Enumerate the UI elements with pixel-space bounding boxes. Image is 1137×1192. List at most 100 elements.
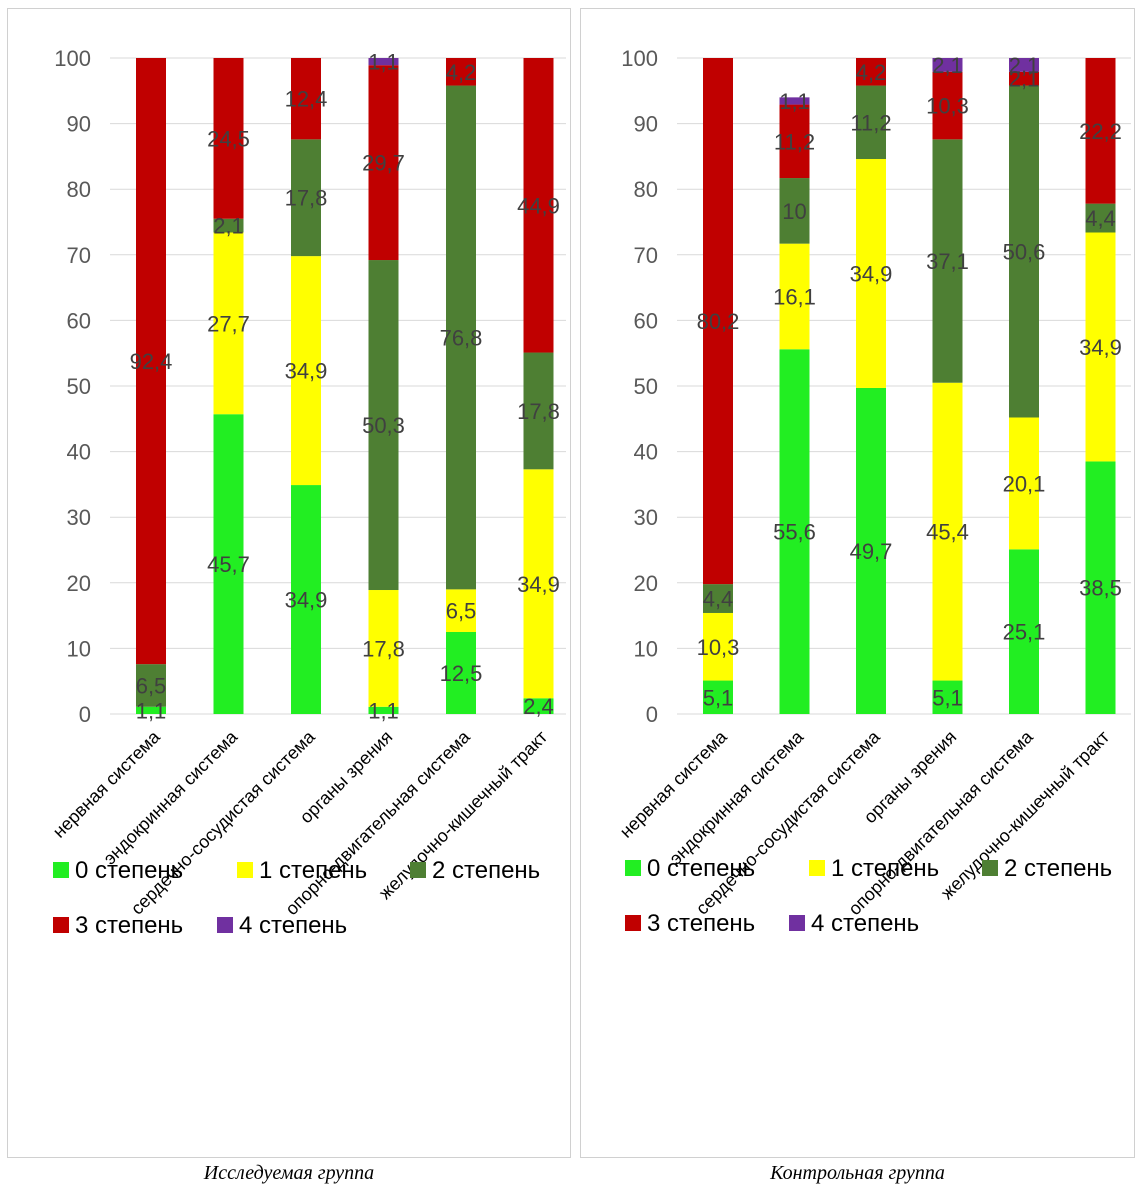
control-data-label-cardio-grade2: 11,2 — [850, 110, 891, 135]
study-data-label-cardio-grade2: 17,8 — [285, 186, 328, 211]
study-data-label-gi-grade1: 34,9 — [517, 572, 560, 597]
control-bar-nervous-grade0 — [703, 680, 733, 714]
study-data-label-musculo-grade1: 6,5 — [446, 599, 477, 624]
control-y-tick-100: 100 — [621, 46, 658, 71]
study-bar-endocrine-grade0 — [213, 414, 244, 714]
study-data-label-endocrine-grade0: 45,7 — [207, 552, 250, 577]
control-bar-gi-grade1 — [1085, 232, 1116, 462]
study-legend-swatch-grade4 — [217, 917, 233, 933]
control-y-tick-70: 70 — [634, 243, 658, 268]
control-legend-label-grade1: 1 степень — [831, 855, 939, 882]
control-data-label-musculo-grade1: 20,1 — [1003, 471, 1046, 496]
chart-panel-study-group: 0 10 20 30 40 50 60 70 80 90 100 1,1 6,5 92,4 45,7 27,7… — [7, 8, 571, 1158]
control-legend-swatch-grade3 — [625, 915, 641, 931]
control-y-tick-0: 0 — [646, 702, 658, 727]
control-data-label-cardio-grade1: 34,9 — [850, 261, 893, 286]
study-y-tick-60: 60 — [67, 308, 91, 333]
control-bar-nervous-grade2 — [703, 584, 733, 613]
study-data-label-cardio-grade3: 12,4 — [285, 87, 328, 112]
control-x-tick-endocrine: эндокринная система — [665, 726, 808, 869]
stacked-bar-chart-control-group: 0 10 20 30 40 50 60 70 80 90 100 5,1 10,3 4,4 80,2 55,6… — [616, 46, 1131, 937]
study-bar-gi-grade1 — [523, 469, 554, 699]
control-legend-label-grade2: 2 степень — [1004, 855, 1112, 882]
control-bar-cardio-grade1 — [856, 159, 886, 388]
control-bar-nervous-grade1 — [703, 612, 733, 681]
control-legend-label-grade0: 0 степень — [647, 855, 755, 882]
control-data-label-vision-grade0: 5,1 — [932, 685, 963, 710]
control-legend-swatch-grade2 — [982, 860, 998, 876]
control-data-label-vision-grade1: 45,4 — [926, 520, 969, 545]
study-y-tick-30: 30 — [67, 505, 91, 530]
caption-control-group: Контрольная группа — [770, 1162, 945, 1184]
control-y-tick-60: 60 — [634, 308, 658, 333]
control-legend-swatch-grade4 — [789, 915, 805, 931]
study-bar-vision-grade4 — [368, 58, 399, 66]
study-y-tick-100: 100 — [54, 46, 91, 71]
control-legend-label-grade4: 4 степень — [811, 910, 919, 937]
study-legend-label-grade3: 3 степень — [75, 912, 183, 939]
study-data-label-nervous-grade0: 1,1 — [136, 698, 167, 723]
control-bar-musculo-grade0 — [1009, 549, 1039, 714]
control-bar-musculo-grade4 — [1009, 58, 1039, 72]
study-data-label-nervous-grade2: 6,5 — [136, 673, 167, 698]
study-data-label-musculo-grade0: 12,5 — [440, 661, 483, 686]
study-bar-musculo-grade2 — [446, 85, 476, 590]
control-y-tick-40: 40 — [634, 440, 658, 465]
control-data-label-vision-grade3: 10,3 — [926, 94, 969, 119]
control-y-tick-80: 80 — [634, 177, 658, 202]
control-bar-endocrine-grade0 — [779, 349, 810, 714]
study-y-tick-90: 90 — [67, 112, 91, 137]
study-data-label-nervous-grade3: 92,4 — [130, 349, 173, 374]
control-bar-cardio-grade0 — [856, 387, 886, 714]
control-bar-vision-grade4 — [932, 58, 963, 72]
control-data-label-musculo-grade0: 25,1 — [1003, 620, 1046, 645]
study-legend-label-grade2: 2 степень — [432, 857, 540, 884]
stacked-bar-chart-study-group: 01020304050607080901001,16,592,445,727,7… — [49, 46, 566, 939]
caption-study-group: Исследуемая группа — [203, 1162, 375, 1184]
study-data-label-gi-grade0: 2,4 — [523, 694, 554, 719]
control-bar-vision-grade2 — [932, 139, 963, 383]
control-y-tick-90: 90 — [634, 112, 658, 137]
control-data-label-nervous-grade3: 80,2 — [697, 309, 740, 334]
study-bar-vision-grade2 — [368, 260, 399, 591]
control-data-label-gi-grade2: 4,4 — [1085, 206, 1116, 231]
study-legend-swatch-grade2 — [410, 862, 426, 878]
control-bar-nervous-grade3 — [703, 58, 733, 585]
study-bar-gi-grade3 — [523, 58, 554, 353]
study-legend-label-grade1: 1 степень — [259, 857, 367, 884]
study-bar-musculo-grade3 — [446, 58, 476, 86]
study-data-label-vision-grade4: 1,1 — [368, 50, 399, 75]
study-x-tick-endocrine: эндокринная система — [99, 726, 242, 869]
study-data-label-vision-grade0: 1,1 — [368, 698, 399, 723]
study-legend-swatch-grade3 — [53, 917, 69, 933]
study-legend-swatch-grade0 — [53, 862, 69, 878]
control-bar-endocrine-grade3 — [779, 104, 810, 179]
control-data-label-nervous-grade2: 4,4 — [703, 587, 734, 612]
study-y-tick-70: 70 — [67, 243, 91, 268]
study-y-tick-20: 20 — [67, 571, 91, 596]
control-data-label-endocrine-grade1: 16,1 — [773, 284, 816, 309]
control-y-tick-30: 30 — [634, 505, 658, 530]
control-data-label-gi-grade1: 34,9 — [1079, 335, 1122, 360]
control-data-label-vision-grade2: 37,1 — [926, 249, 969, 274]
study-y-tick-50: 50 — [67, 374, 91, 399]
study-bar-nervous-grade3 — [136, 58, 166, 665]
chart-panel-control-group: 0 10 20 30 40 50 60 70 80 90 100 5,1 10,3 4,4 80,2 55,6… — [580, 8, 1135, 1158]
control-data-label-endocrine-grade3: 11,2 — [774, 129, 815, 154]
control-bar-endocrine-grade2 — [779, 178, 810, 244]
control-bar-vision-grade1 — [932, 382, 963, 681]
control-bar-vision-grade3 — [932, 71, 963, 140]
study-y-tick-0: 0 — [79, 702, 91, 727]
control-bar-endocrine-grade4 — [779, 97, 810, 105]
control-data-label-endocrine-grade0: 55,6 — [773, 520, 816, 545]
study-data-label-gi-grade3: 44,9 — [517, 193, 560, 218]
control-legend-swatch-grade0 — [625, 860, 641, 876]
control-y-tick-50: 50 — [634, 374, 658, 399]
study-bar-gi-grade2 — [523, 352, 554, 470]
control-data-label-musculo-grade3: 2,1 — [1009, 67, 1040, 92]
study-legend-label-grade0: 0 степень — [75, 857, 183, 884]
control-bar-musculo-grade3 — [1009, 71, 1039, 86]
study-y-tick-80: 80 — [67, 177, 91, 202]
study-legend-label-grade4: 4 степень — [239, 912, 347, 939]
study-data-label-musculo-grade2: 76,8 — [440, 325, 483, 350]
